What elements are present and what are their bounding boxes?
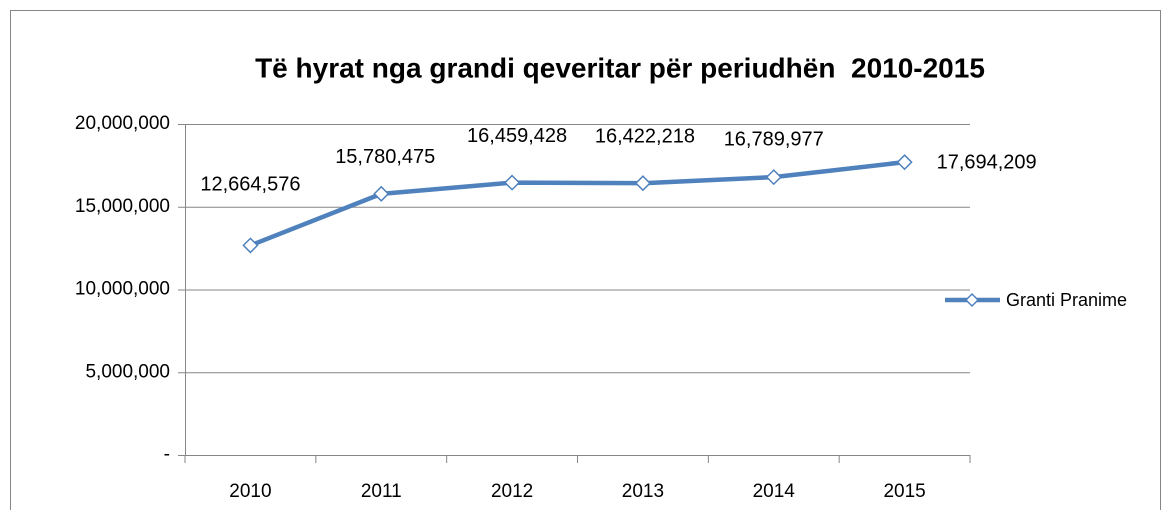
series-marker — [242, 237, 259, 254]
data-label: 16,422,218 — [595, 125, 695, 147]
legend-label: Granti Pranime — [1006, 290, 1127, 310]
data-label: 17,694,209 — [937, 151, 1037, 173]
series-marker — [634, 175, 651, 192]
series-marker — [373, 185, 390, 202]
series-marker — [896, 154, 913, 171]
y-tick-label: 5,000,000 — [85, 361, 170, 382]
x-tick-label: 2014 — [753, 481, 796, 502]
data-label: 16,459,428 — [467, 125, 567, 147]
chart-title: Të hyrat nga grandi qeveritar për periud… — [255, 52, 985, 83]
y-tick-label: 20,000,000 — [75, 113, 170, 134]
y-tick-label: 10,000,000 — [75, 279, 170, 300]
legend-marker — [964, 292, 980, 308]
data-label: 16,789,977 — [724, 128, 824, 150]
series-marker — [765, 169, 782, 186]
x-tick-label: 2012 — [491, 481, 533, 502]
x-tick-label: 2010 — [229, 481, 271, 502]
series-line — [249, 159, 905, 248]
x-tick-label: 2015 — [883, 481, 925, 502]
y-tick-label: - — [164, 444, 170, 465]
x-tick-label: 2013 — [622, 481, 664, 502]
data-label: 15,780,475 — [335, 146, 435, 168]
chart-frame — [10, 10, 1161, 510]
x-tick-label: 2011 — [361, 481, 402, 502]
y-tick-label: 15,000,000 — [75, 196, 170, 217]
series-marker — [504, 174, 521, 191]
data-label: 12,664,576 — [200, 174, 300, 196]
